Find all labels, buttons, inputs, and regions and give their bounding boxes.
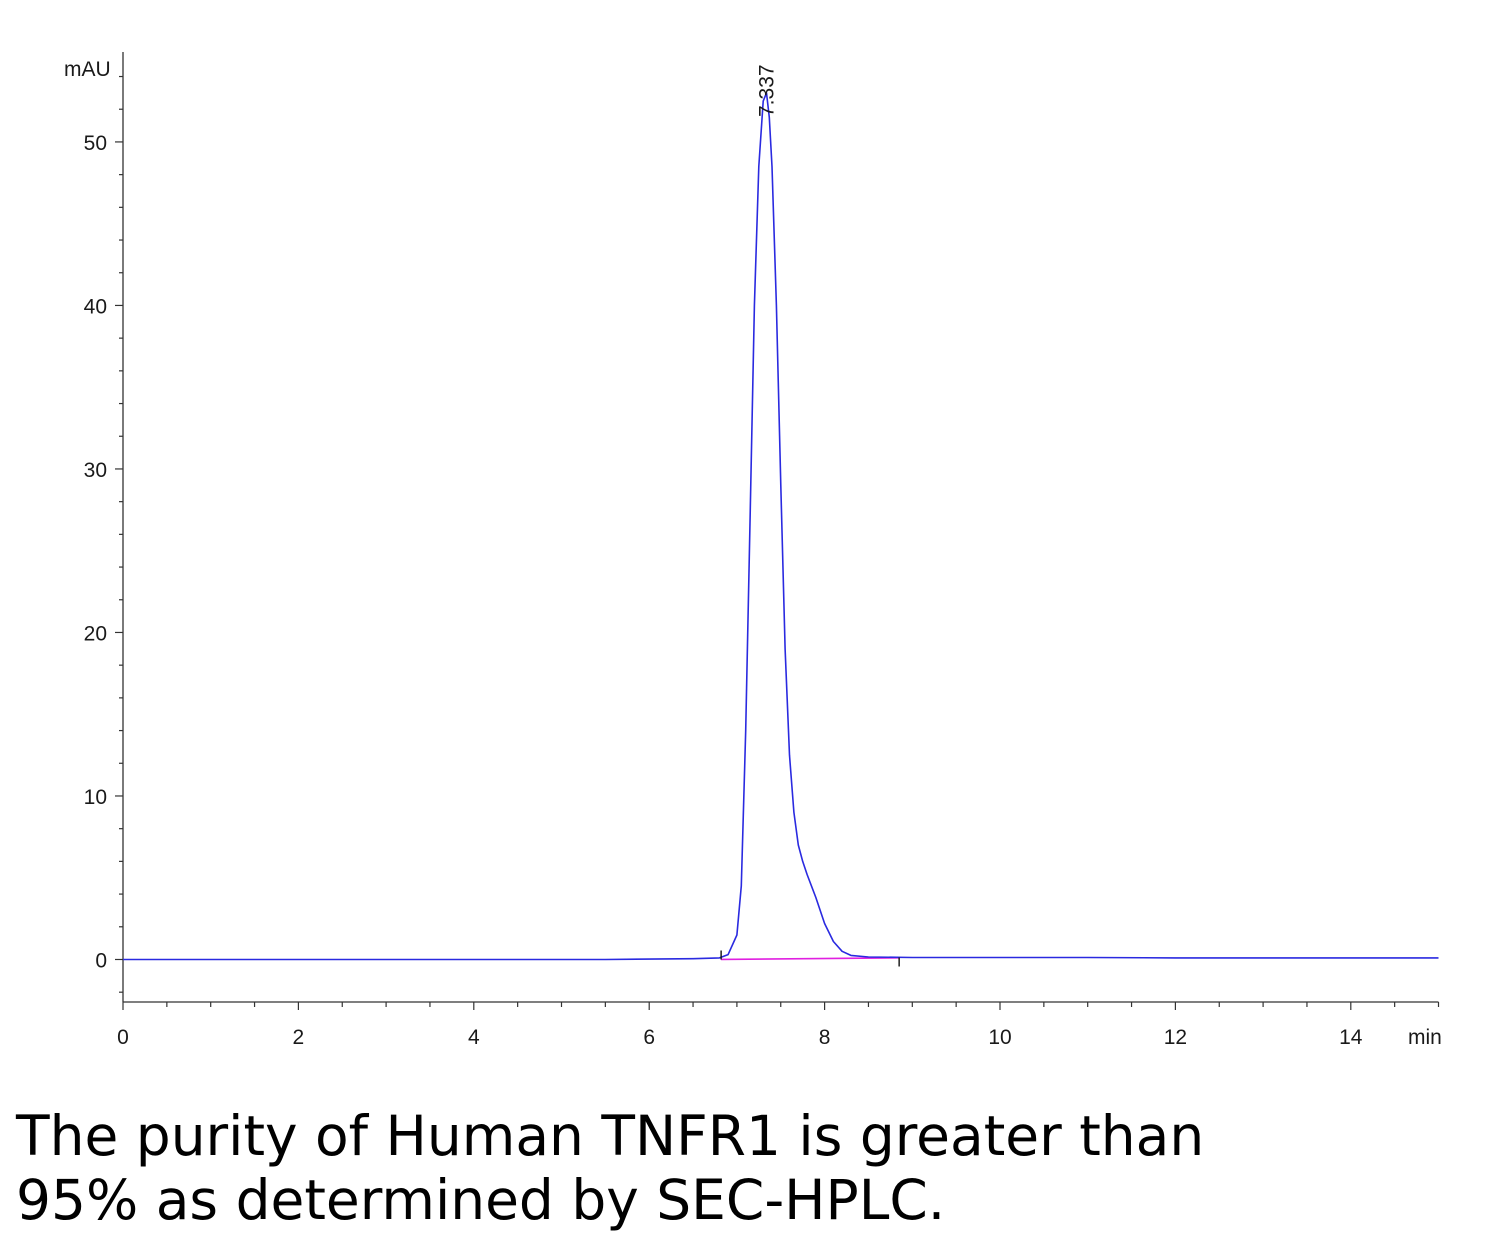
y-tick-label: 0: [95, 949, 107, 972]
x-tick-label: 14: [1339, 1026, 1363, 1049]
x-tick-label: 4: [468, 1026, 480, 1049]
caption-line-2: 95% as determined by SEC-HPLC.: [16, 1168, 946, 1232]
y-tick-label: 10: [84, 786, 107, 809]
y-tick-label: 20: [84, 622, 107, 645]
x-tick-label: 8: [819, 1026, 831, 1049]
x-tick-label: 6: [643, 1026, 655, 1049]
x-tick-label: 10: [988, 1026, 1011, 1049]
peak-label: 7.337: [755, 64, 778, 117]
x-axis-ticks: 0 2 4 6 8 10 12 14: [117, 1002, 1440, 1049]
peak-labels: 7.337: [755, 64, 778, 117]
figure-caption: The purity of Human TNFR1 is greater tha…: [16, 1104, 1476, 1232]
y-tick-label: 30: [84, 459, 107, 482]
y-tick-label: 50: [84, 132, 107, 155]
x-axis-unit-label: min: [1408, 1026, 1442, 1049]
series-line: [123, 92, 1439, 961]
y-axis-ticks: 0 10 20 30 40 50: [84, 75, 123, 993]
caption-line-1: The purity of Human TNFR1 is greater tha…: [16, 1104, 1205, 1168]
integration-event-marks: [720, 950, 900, 967]
baseline-line: [721, 957, 900, 961]
chart-axes: [122, 52, 1439, 1003]
chromatogram-chart: 0 10 20 30 40 50 0 2 4 6 8 10 12 14 mAU min 7.337: [64, 52, 1442, 1049]
y-tick-label: 40: [84, 295, 107, 318]
y-axis-unit-label: mAU: [64, 58, 111, 81]
chromatogram-trace: [123, 92, 1439, 961]
x-tick-label: 2: [293, 1026, 305, 1049]
integration-baseline: [721, 957, 900, 961]
x-tick-label: 0: [117, 1026, 129, 1049]
x-tick-label: 12: [1164, 1026, 1187, 1049]
